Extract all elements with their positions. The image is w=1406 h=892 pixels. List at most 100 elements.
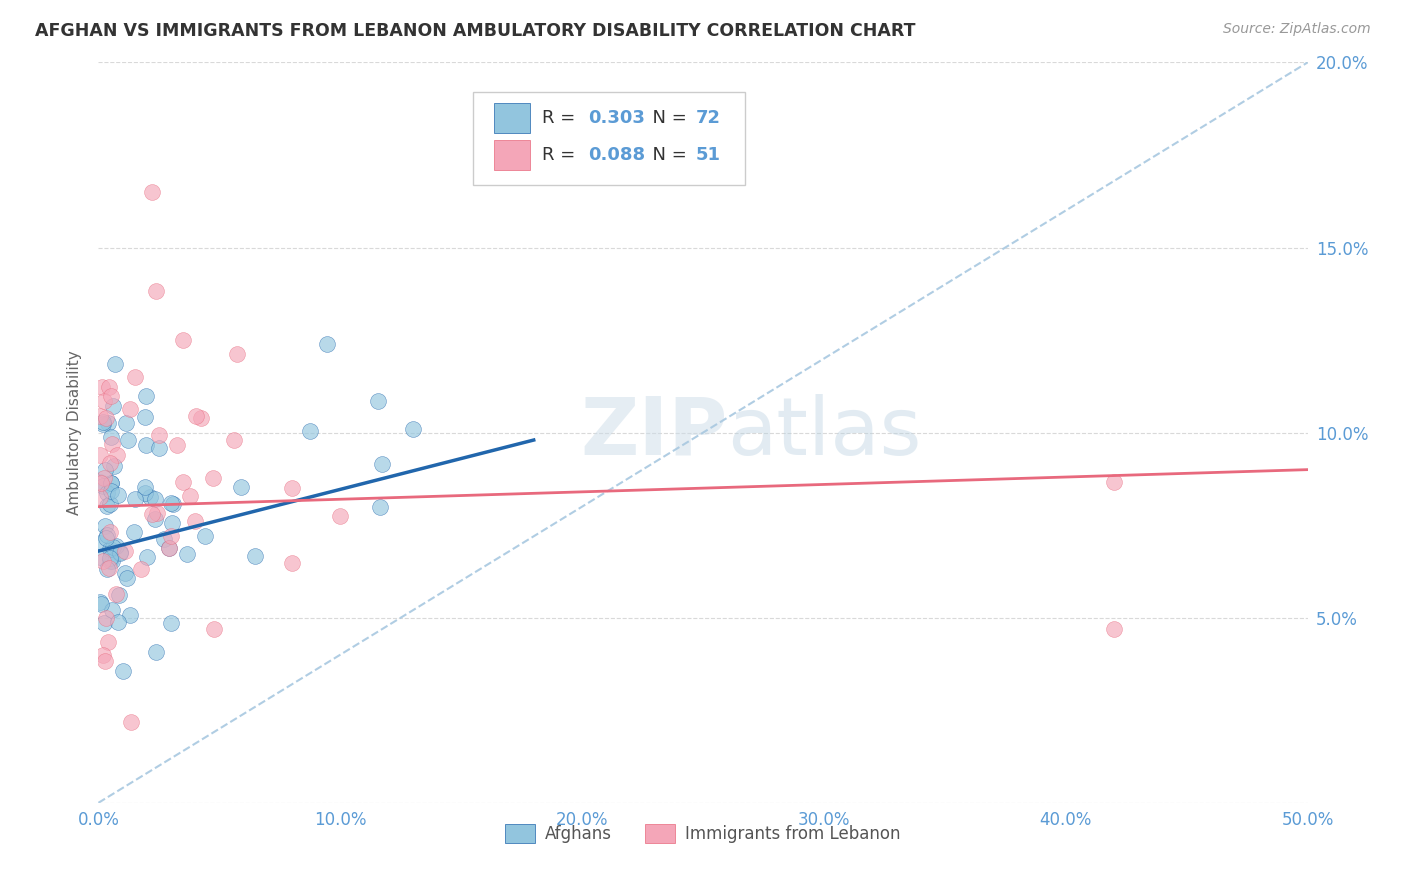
Point bbox=[94, 532, 117, 546]
Point bbox=[281, 556, 304, 570]
Point bbox=[97, 416, 120, 430]
Point bbox=[110, 545, 132, 559]
Point bbox=[122, 525, 145, 540]
Point bbox=[184, 409, 207, 423]
Point bbox=[100, 483, 122, 498]
Point bbox=[101, 540, 124, 554]
Point bbox=[183, 514, 205, 528]
Point bbox=[101, 603, 124, 617]
Point bbox=[172, 475, 194, 489]
Point bbox=[98, 497, 121, 511]
Text: N =: N = bbox=[641, 146, 693, 164]
Point bbox=[316, 336, 339, 351]
Point bbox=[94, 519, 117, 533]
Point bbox=[100, 475, 122, 490]
Point bbox=[157, 541, 180, 555]
Point bbox=[114, 544, 136, 558]
Point bbox=[90, 597, 112, 611]
Point bbox=[91, 415, 114, 429]
Point bbox=[1102, 622, 1125, 636]
Point bbox=[229, 480, 252, 494]
Point bbox=[118, 607, 141, 622]
Point bbox=[100, 437, 122, 451]
Point bbox=[160, 529, 183, 543]
Point bbox=[114, 416, 136, 430]
Point bbox=[135, 549, 157, 564]
Point bbox=[117, 433, 139, 447]
Point bbox=[103, 458, 125, 473]
Point bbox=[143, 491, 166, 506]
Point bbox=[98, 553, 121, 567]
Point bbox=[141, 185, 163, 199]
Point bbox=[90, 475, 112, 490]
Point bbox=[160, 615, 183, 630]
Point bbox=[146, 507, 169, 521]
Point bbox=[89, 409, 111, 423]
Text: ZIP: ZIP bbox=[579, 393, 727, 472]
Point bbox=[141, 508, 163, 522]
FancyBboxPatch shape bbox=[494, 103, 530, 133]
FancyBboxPatch shape bbox=[474, 92, 745, 185]
Point bbox=[98, 541, 121, 556]
Point bbox=[94, 654, 117, 668]
Point bbox=[93, 463, 115, 477]
Point bbox=[145, 284, 167, 298]
Point bbox=[162, 497, 184, 511]
Point bbox=[98, 525, 121, 540]
Point bbox=[93, 615, 115, 630]
Point bbox=[172, 333, 194, 347]
Point bbox=[179, 489, 201, 503]
Point bbox=[148, 427, 170, 442]
Point bbox=[96, 562, 118, 576]
Point bbox=[96, 486, 118, 500]
Point bbox=[135, 389, 157, 403]
Point bbox=[101, 554, 124, 568]
Point bbox=[98, 456, 121, 470]
Text: AFGHAN VS IMMIGRANTS FROM LEBANON AMBULATORY DISABILITY CORRELATION CHART: AFGHAN VS IMMIGRANTS FROM LEBANON AMBULA… bbox=[35, 22, 915, 40]
Point bbox=[145, 645, 167, 659]
Point bbox=[105, 448, 128, 462]
Point bbox=[107, 488, 129, 502]
Point bbox=[368, 500, 391, 514]
Point bbox=[96, 411, 118, 425]
Point bbox=[243, 549, 266, 563]
Legend: Afghans, Immigrants from Lebanon: Afghans, Immigrants from Lebanon bbox=[498, 817, 908, 850]
Point bbox=[98, 380, 121, 394]
Point bbox=[96, 499, 118, 513]
Point bbox=[139, 491, 162, 505]
Text: N =: N = bbox=[641, 109, 693, 127]
Text: R =: R = bbox=[543, 109, 581, 127]
Point bbox=[89, 536, 111, 550]
Point bbox=[120, 715, 142, 730]
Point bbox=[1102, 475, 1125, 489]
Point bbox=[153, 533, 176, 547]
Point bbox=[124, 370, 146, 384]
Point bbox=[90, 380, 112, 394]
Point bbox=[134, 485, 156, 500]
Point bbox=[97, 634, 120, 648]
Point bbox=[98, 561, 121, 575]
Point bbox=[114, 566, 136, 580]
Point bbox=[134, 480, 156, 494]
Point bbox=[93, 394, 115, 409]
Point bbox=[89, 475, 111, 489]
Point bbox=[134, 409, 156, 424]
Point bbox=[89, 448, 111, 462]
Y-axis label: Ambulatory Disability: Ambulatory Disability bbox=[67, 351, 83, 515]
Point bbox=[124, 492, 146, 507]
Text: atlas: atlas bbox=[727, 393, 921, 472]
Point bbox=[108, 545, 131, 559]
Point bbox=[202, 622, 225, 636]
Point bbox=[89, 595, 111, 609]
Point bbox=[159, 541, 181, 556]
Point bbox=[93, 470, 115, 484]
Point bbox=[367, 394, 389, 409]
Point bbox=[371, 457, 394, 471]
Point bbox=[224, 434, 246, 448]
Point bbox=[100, 476, 122, 491]
Point bbox=[105, 587, 128, 601]
Point bbox=[166, 438, 188, 452]
Text: 0.303: 0.303 bbox=[588, 109, 645, 127]
Point bbox=[115, 571, 138, 585]
Point bbox=[94, 611, 117, 625]
